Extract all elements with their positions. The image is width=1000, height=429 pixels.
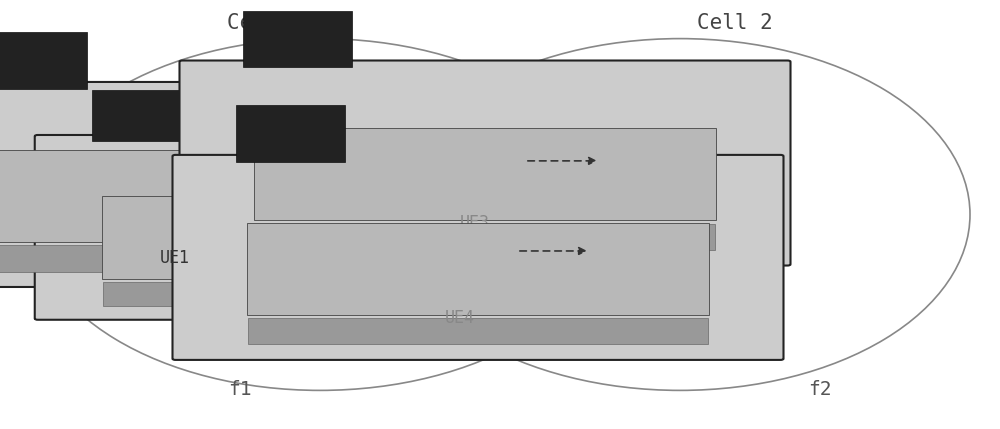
Bar (0, 245, 450, 272)
Text: Cell 1: Cell 1 (227, 13, 303, 33)
Text: UE2: UE2 (280, 292, 310, 310)
Ellipse shape (390, 39, 970, 390)
Text: Cell 2: Cell 2 (697, 13, 773, 33)
Bar (255, 224, 715, 250)
FancyBboxPatch shape (102, 196, 518, 279)
FancyBboxPatch shape (180, 60, 790, 266)
Text: f2: f2 (808, 380, 832, 399)
Text: UE3: UE3 (460, 214, 490, 233)
Bar (103, 282, 517, 306)
Bar (243, 11, 352, 67)
FancyBboxPatch shape (247, 223, 709, 314)
Bar (0, 32, 87, 89)
Text: f1: f1 (228, 380, 252, 399)
FancyBboxPatch shape (0, 82, 526, 287)
FancyBboxPatch shape (0, 150, 451, 242)
Ellipse shape (30, 39, 610, 390)
FancyBboxPatch shape (35, 135, 585, 320)
Text: UE1: UE1 (160, 249, 190, 267)
Text: UE4: UE4 (445, 309, 475, 327)
FancyBboxPatch shape (173, 155, 784, 360)
Bar (248, 318, 708, 344)
FancyBboxPatch shape (254, 128, 716, 220)
Bar (92, 91, 190, 142)
Bar (236, 105, 345, 162)
